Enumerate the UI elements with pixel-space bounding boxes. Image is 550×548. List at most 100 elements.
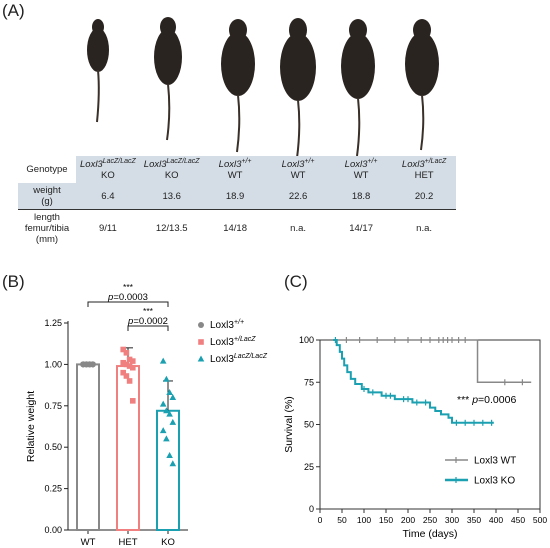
data-point (169, 460, 177, 467)
relative-weight-chart: 0.00 0.25 0.50 0.75 1.00 1.25 Relative weight W… (25, 282, 268, 548)
x-tick-label: HET (119, 537, 138, 548)
weight-cell: 22.6 (266, 183, 330, 210)
data-point (130, 364, 136, 371)
mouse-image (405, 19, 439, 151)
legend-entry: Loxl3LacZ/LacZ (210, 353, 268, 365)
y-tick-label: 1.25 (44, 318, 62, 328)
x-tick-label: WT (81, 537, 96, 548)
x-tick-label: 0 (318, 515, 323, 525)
length-label-line3: (mm) (35, 234, 59, 246)
data-point (130, 358, 136, 364)
genotype-sup: +/+ (304, 158, 315, 165)
y-tick-label: 0.25 (44, 484, 62, 494)
legend-entry: Loxl3 WT (474, 456, 516, 467)
gene-name: Loxl3 (218, 159, 242, 171)
bar (156, 409, 180, 532)
length-cell: n.a. (392, 209, 456, 248)
weight-cell: 13.6 (139, 183, 204, 210)
panel-a-label: (A) (2, 1, 25, 20)
length-cell: 12/13.5 (139, 209, 204, 248)
data-point (163, 375, 170, 382)
data-point (126, 378, 133, 384)
y-tick-label: 75 (304, 377, 314, 387)
panel-c-label: (C) (284, 272, 308, 291)
y-axis-label: Survival (%) (283, 396, 295, 453)
genotype-table: Genotype Loxl3LacZ/LacZ KO Loxl3LacZ/LacZ… (18, 156, 456, 248)
y-tick-label: 25 (304, 462, 314, 472)
legend-marker (197, 355, 205, 362)
x-axis-label: Time (days) (402, 528, 457, 540)
data-point (120, 359, 126, 366)
data-point (126, 356, 133, 363)
legend-entry: Loxl3+/LacZ (210, 336, 256, 348)
y-tick-label: 1.00 (44, 359, 62, 369)
p-value-label: p=0.0003 (107, 292, 148, 303)
y-tick-label: 0.00 (44, 525, 62, 535)
survival-chart: 0 25 50 75 100 0 50 100 150 200 250 300 350 400 450 500… (283, 335, 547, 540)
genotype-label: HET (414, 170, 434, 182)
data-point (166, 410, 173, 417)
data-point (123, 361, 130, 368)
length-label-line1: length (34, 212, 60, 224)
significance-bracket (127, 325, 169, 331)
mouse-image (341, 19, 375, 157)
length-label-line2: femur/tibia (24, 223, 70, 235)
x-tick-label: 200 (401, 515, 415, 525)
data-point (166, 451, 173, 458)
survival-line (333, 339, 494, 424)
length-row-label: length femur/tibia (mm) (18, 209, 76, 248)
genotype-sup: LacZ/LacZ (102, 158, 136, 165)
table-header-cell: Loxl3LacZ/LacZ KO (76, 156, 140, 184)
genotype-label: KO (164, 170, 179, 182)
table-header-cell: Loxl3+/+ WT (329, 156, 393, 184)
weight-label-line2: (g) (41, 196, 53, 208)
length-cell: n.a. (266, 209, 330, 248)
length-cell: 9/11 (76, 209, 140, 248)
length-cell: 14/17 (329, 209, 393, 248)
mouse-image (154, 17, 182, 141)
gene-name: Loxl3 (401, 159, 425, 171)
weight-cell: 6.4 (76, 183, 140, 210)
x-tick-label: 250 (423, 515, 437, 525)
data-point (163, 435, 170, 442)
mouse-image (221, 19, 255, 153)
gene-name: Loxl3 (344, 159, 368, 171)
weight-cell: 20.2 (392, 183, 456, 210)
mouse-image (87, 19, 109, 123)
bar (116, 365, 140, 531)
weight-cell: 18.9 (203, 183, 267, 210)
legend-marker (198, 339, 204, 345)
genotype-label: WT (227, 170, 243, 182)
x-tick-label: 500 (533, 515, 547, 525)
genotype-label: WT (353, 170, 369, 182)
data-point (120, 346, 126, 353)
data-point (159, 427, 167, 434)
table-corner-label: Genotype (18, 156, 76, 184)
data-point (159, 357, 167, 364)
y-tick-label: 0.75 (44, 401, 62, 411)
genotype-label: WT (290, 170, 306, 182)
p-value-label: p=0.0002 (127, 316, 168, 327)
table-header-cell: Loxl3+/LacZ HET (392, 156, 456, 184)
data-point (163, 407, 170, 414)
x-tick-label: 450 (511, 515, 525, 525)
data-point (169, 394, 177, 401)
mice-photo-row (87, 17, 439, 159)
mouse-image (280, 18, 316, 159)
x-tick-label: 100 (357, 515, 371, 525)
data-point (166, 389, 173, 396)
table-header-cell: Loxl3LacZ/LacZ KO (139, 156, 204, 184)
weight-label-line1: weight (33, 185, 61, 197)
y-tick-label: 0 (309, 504, 314, 514)
legend-entry: Loxl3 KO (474, 476, 515, 487)
gene-name: Loxl3 (143, 159, 167, 171)
panel-b-label: (B) (2, 272, 25, 291)
table-header-cell: Loxl3+/+ WT (266, 156, 330, 184)
p-value-label: *** p=0.0006 (457, 394, 516, 406)
legend-marker (198, 322, 204, 328)
data-point (89, 361, 96, 368)
weight-row-label: weight (g) (18, 183, 76, 210)
data-point (123, 373, 130, 379)
genotype-sup: +/+ (367, 158, 378, 165)
length-cell: 14/18 (203, 209, 267, 248)
